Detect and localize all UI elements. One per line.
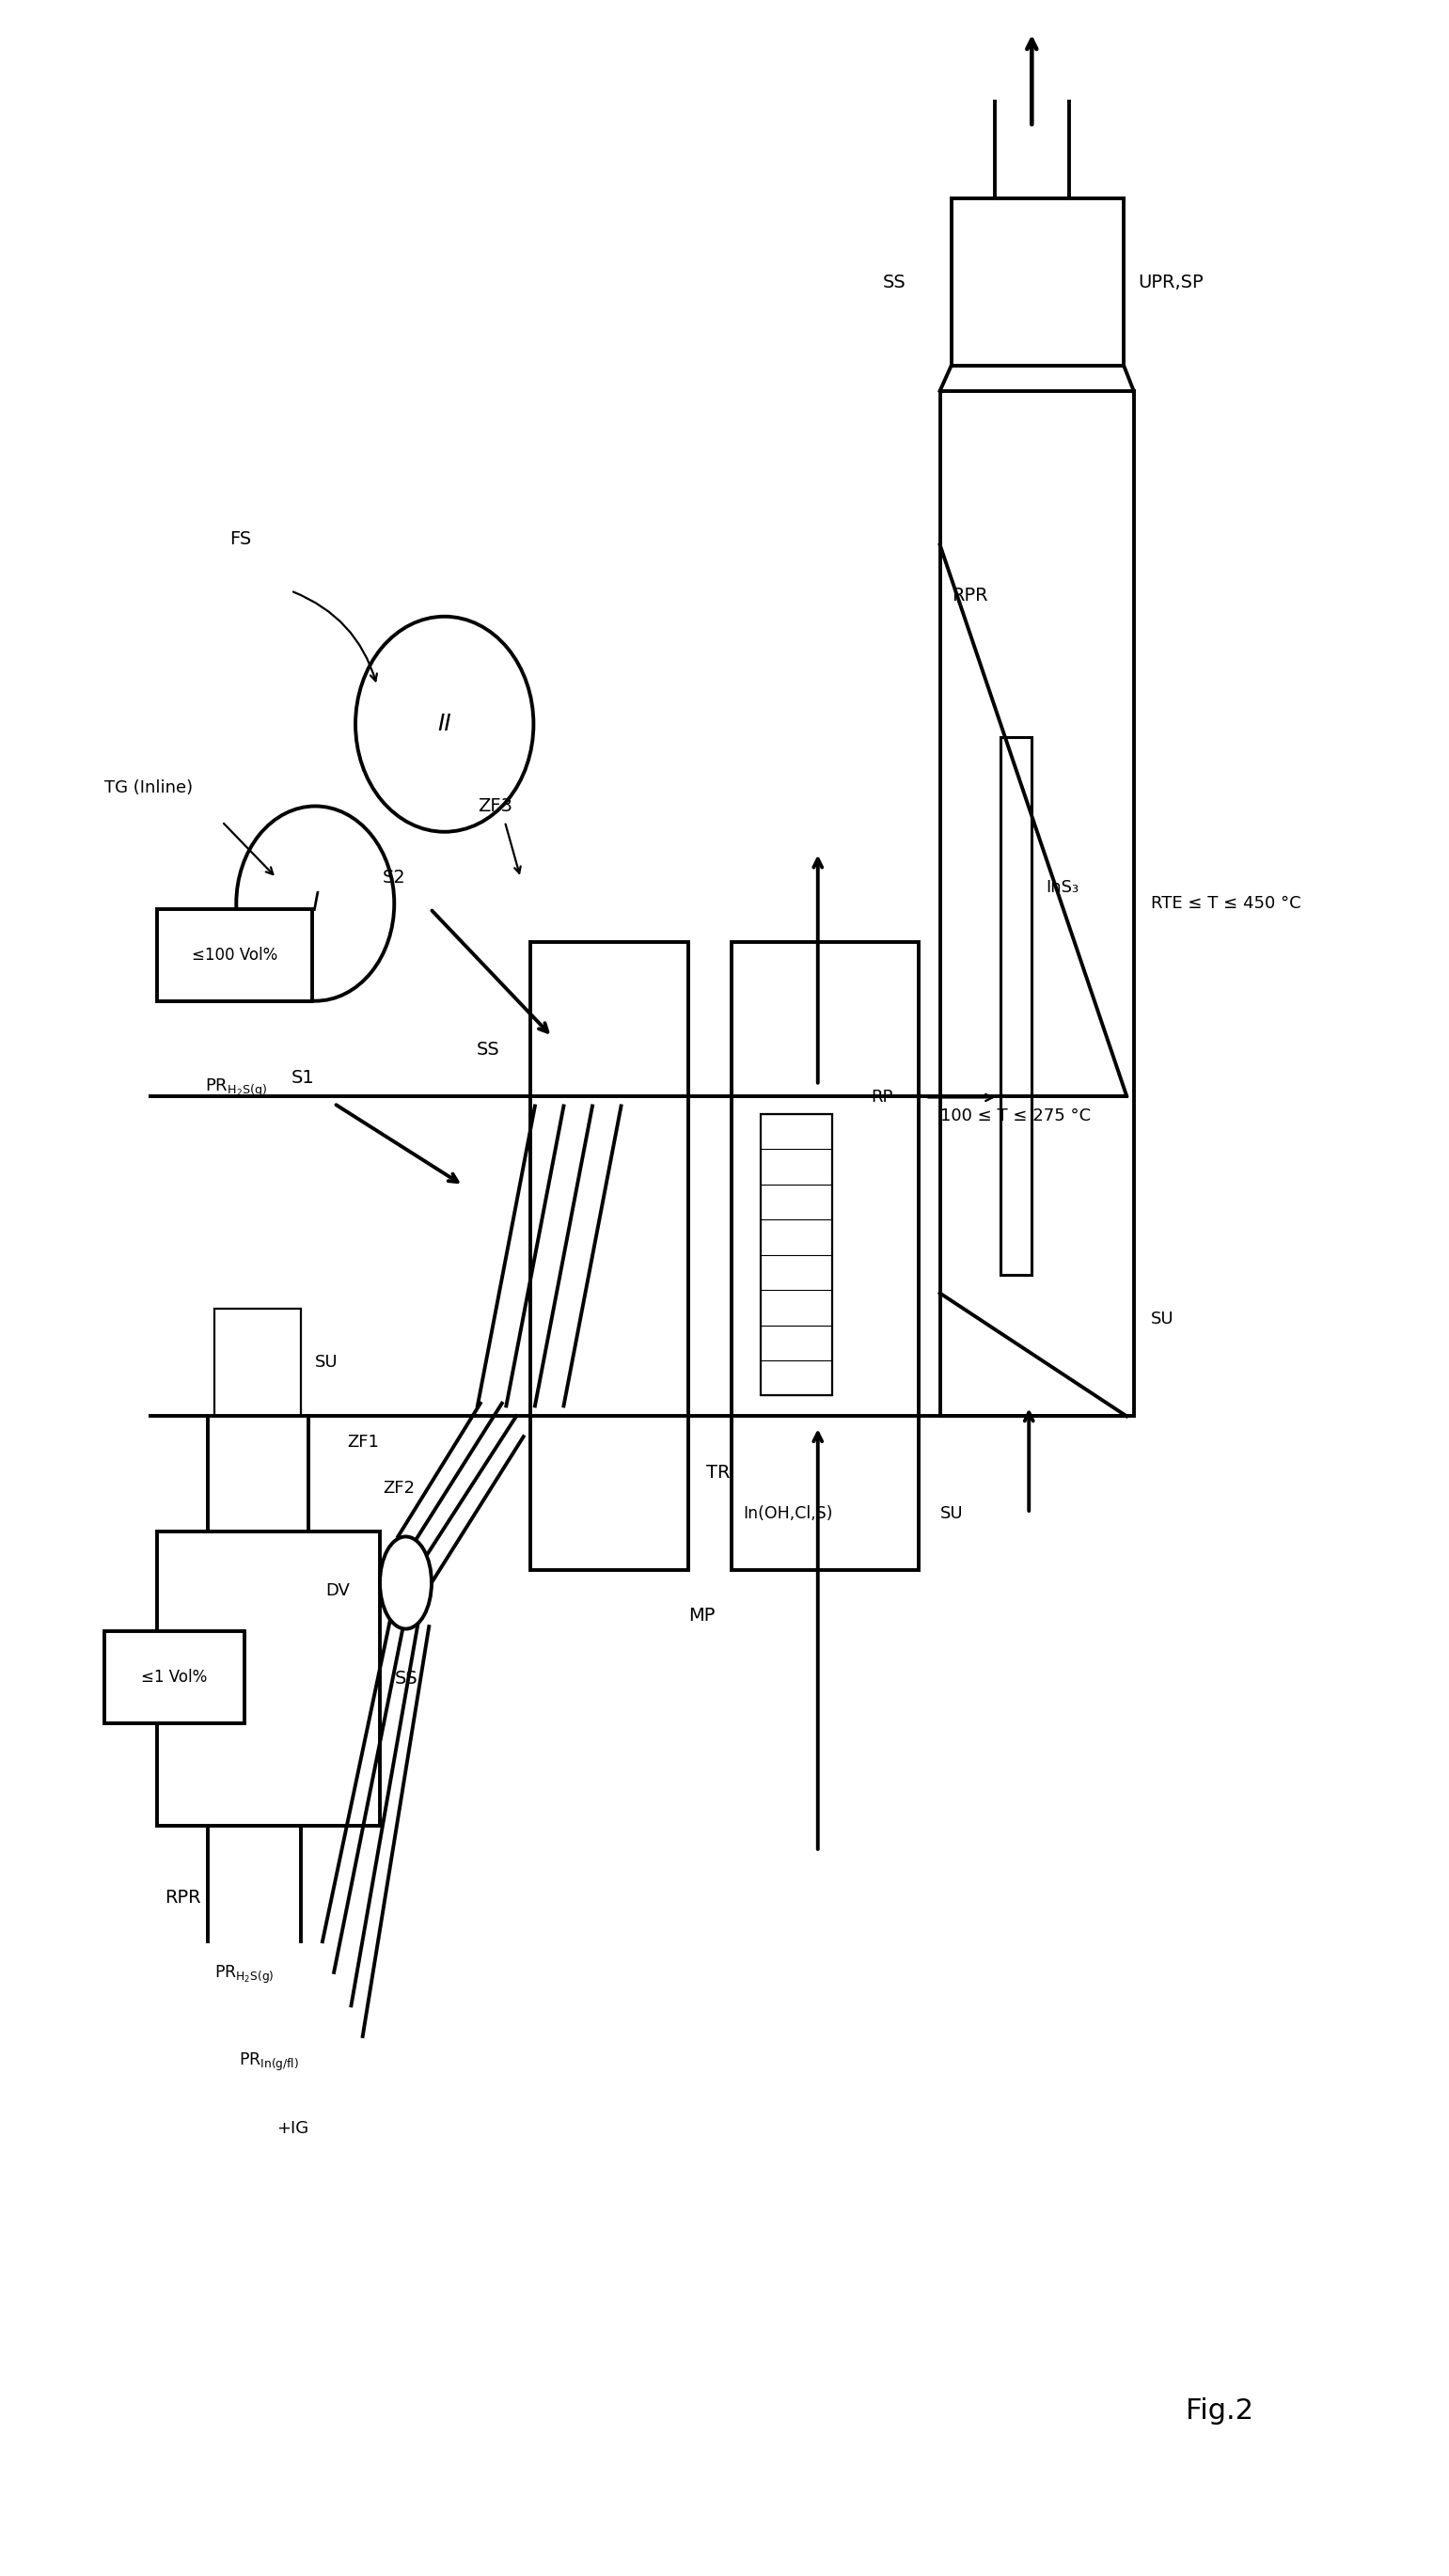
Text: $\mathregular{PR_{H_2S(g)}}$: $\mathregular{PR_{H_2S(g)}}$ — [214, 1963, 274, 1986]
Text: 100 ≤ T ≤ 275 °C: 100 ≤ T ≤ 275 °C — [940, 1108, 1091, 1126]
Circle shape — [380, 1538, 432, 1628]
Text: SS: SS — [477, 1041, 500, 1059]
Text: RP: RP — [871, 1090, 893, 1105]
Text: SU: SU — [940, 1504, 964, 1522]
Text: Fig.2: Fig.2 — [1187, 2396, 1253, 2424]
Text: MP: MP — [688, 1607, 716, 1625]
Bar — [214, 1309, 301, 1417]
Bar — [158, 909, 313, 1002]
Text: II: II — [438, 714, 452, 734]
Bar — [952, 198, 1123, 366]
Text: TR: TR — [706, 1463, 730, 1481]
Bar — [104, 1631, 245, 1723]
Text: SS: SS — [882, 273, 906, 291]
Text: ≤1 Vol%: ≤1 Vol% — [142, 1669, 207, 1687]
Text: $\mathregular{PR_{H_2S(g)}}$: $\mathregular{PR_{H_2S(g)}}$ — [204, 1077, 267, 1100]
Text: S1: S1 — [291, 1069, 314, 1087]
Text: $\mathregular{PR_{In(g/fl)}}$: $\mathregular{PR_{In(g/fl)}}$ — [239, 2050, 300, 2074]
Bar — [1000, 737, 1032, 1275]
Text: SU: SU — [316, 1355, 339, 1370]
Bar — [761, 1113, 832, 1396]
Text: ZF2: ZF2 — [383, 1479, 414, 1497]
Text: InS₃: InS₃ — [1046, 878, 1080, 896]
Text: DV: DV — [326, 1582, 349, 1600]
Text: +IG: +IG — [277, 2120, 309, 2138]
Bar — [530, 943, 688, 1569]
Ellipse shape — [236, 806, 394, 1002]
Text: SS: SS — [394, 1669, 417, 1687]
Text: SU: SU — [1151, 1311, 1174, 1327]
Text: In(OH,Cl,S): In(OH,Cl,S) — [743, 1504, 833, 1522]
Text: RPR: RPR — [952, 587, 988, 605]
Ellipse shape — [355, 616, 533, 832]
Text: RPR: RPR — [165, 1888, 201, 1906]
Text: ZF1: ZF1 — [346, 1432, 378, 1450]
Text: S2: S2 — [383, 868, 406, 886]
Bar — [158, 1533, 380, 1826]
Text: ≤100 Vol%: ≤100 Vol% — [191, 945, 278, 963]
Text: TG (Inline): TG (Inline) — [104, 781, 193, 796]
Text: I: I — [312, 891, 319, 917]
Text: RTE ≤ T ≤ 450 °C: RTE ≤ T ≤ 450 °C — [1151, 894, 1301, 912]
Bar — [732, 943, 919, 1569]
Bar — [940, 392, 1133, 1417]
Text: FS: FS — [229, 531, 251, 549]
Text: UPR,SP: UPR,SP — [1137, 273, 1204, 291]
Text: ZF3: ZF3 — [478, 796, 513, 814]
